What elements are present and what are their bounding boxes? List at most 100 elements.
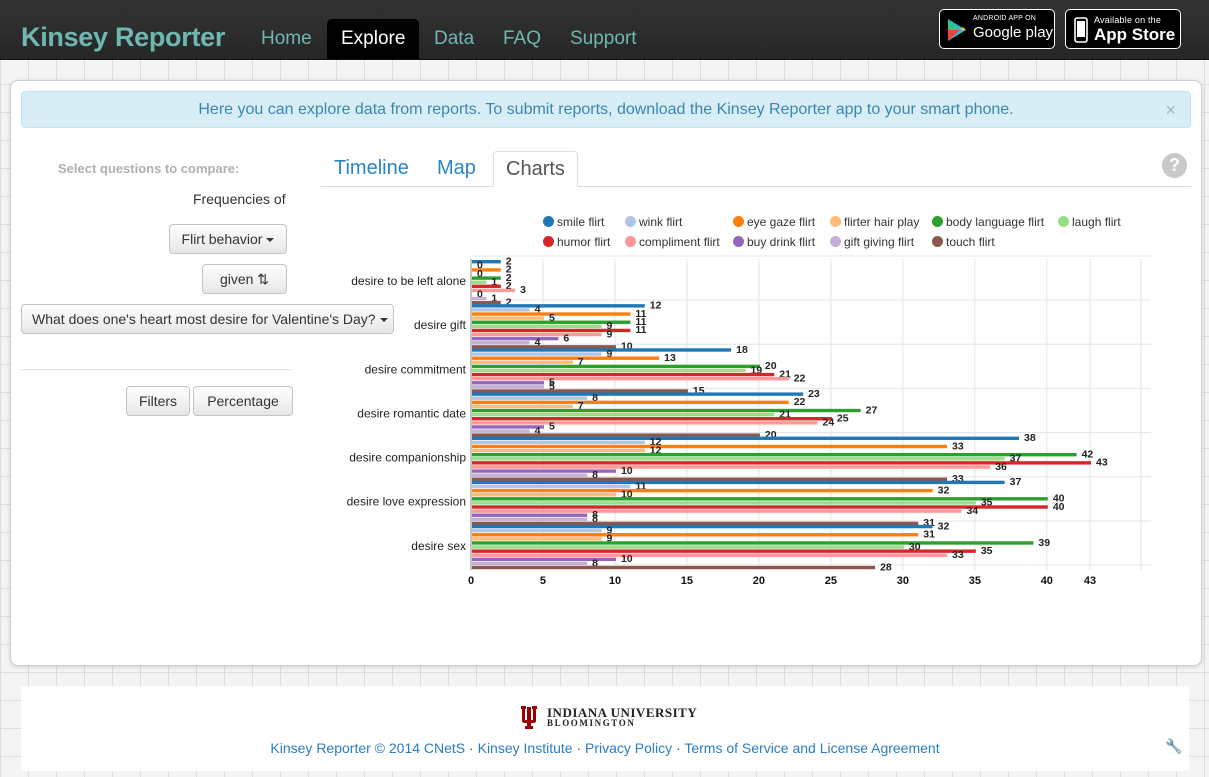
legend-item[interactable]: smile flirt bbox=[543, 215, 604, 229]
footer-institute-link[interactable]: Kinsey Institute bbox=[477, 740, 573, 756]
bar-value-label: 2 bbox=[506, 256, 512, 268]
help-icon[interactable]: ? bbox=[1162, 153, 1187, 178]
bar-value-label: 23 bbox=[808, 388, 820, 400]
bar-value-label: 2 bbox=[506, 280, 512, 292]
legend-item[interactable]: humor flirt bbox=[543, 235, 610, 249]
legend-swatch bbox=[830, 216, 841, 227]
tab-charts[interactable]: Charts bbox=[493, 151, 578, 187]
legend-item[interactable]: laugh flirt bbox=[1058, 215, 1121, 229]
category-label: desire to be left alone bbox=[351, 274, 466, 288]
footer-privacy-link[interactable]: Privacy Policy bbox=[585, 740, 673, 756]
app-store-small-text: Available on the bbox=[1094, 15, 1162, 25]
bar bbox=[472, 517, 588, 522]
legend-item[interactable]: compliment flirt bbox=[625, 235, 720, 249]
bar bbox=[472, 356, 660, 360]
bar-value-label: 21 bbox=[779, 368, 791, 380]
bar-value-label: 10 bbox=[621, 553, 633, 565]
bar-value-label: 11 bbox=[635, 324, 646, 336]
footer-links: Kinsey Reporter © 2014 CNetS · Kinsey In… bbox=[21, 740, 1189, 756]
bar-value-label: 0 bbox=[477, 288, 483, 300]
app-store-badge[interactable]: Available on the App Store bbox=[1065, 9, 1181, 49]
bar bbox=[472, 493, 616, 497]
category-label: desire commitment bbox=[365, 362, 467, 376]
category-label: desire gift bbox=[414, 318, 467, 332]
question-dropdown[interactable]: What does one's heart most desire for Va… bbox=[21, 304, 394, 334]
bar bbox=[472, 336, 559, 341]
legend-item[interactable]: eye gaze flirt bbox=[733, 215, 815, 229]
bar-value-label: 28 bbox=[880, 561, 892, 573]
bar-value-label: 27 bbox=[866, 404, 878, 416]
bar-value-label: 5 bbox=[549, 421, 555, 433]
category-dropdown[interactable]: Flirt behavior bbox=[169, 224, 287, 254]
bar bbox=[472, 557, 616, 562]
bar-value-label: 8 bbox=[592, 513, 598, 525]
nav-support[interactable]: Support bbox=[570, 28, 637, 49]
bar-value-label: 4 bbox=[535, 337, 541, 349]
bar bbox=[472, 457, 1005, 461]
bar bbox=[472, 537, 602, 541]
legend-label: compliment flirt bbox=[639, 235, 720, 249]
legend-item[interactable]: flirter hair play bbox=[830, 215, 919, 229]
bar bbox=[472, 440, 645, 445]
legend-swatch bbox=[932, 236, 943, 247]
navbar: Kinsey Reporter Home Explore Data FAQ Su… bbox=[0, 0, 1209, 60]
alert-text: Here you can explore data from reports. … bbox=[198, 101, 1014, 118]
sidebar-divider bbox=[21, 369, 291, 370]
bar bbox=[472, 381, 544, 385]
legend-label: smile flirt bbox=[557, 215, 605, 229]
bar bbox=[472, 565, 876, 570]
legend-item[interactable]: wink flirt bbox=[625, 215, 682, 229]
x-tick-label: 0 bbox=[468, 575, 474, 587]
bar-value-label: 19 bbox=[751, 364, 763, 376]
tabs-baseline bbox=[321, 186, 1191, 187]
legend-item[interactable]: body language flirt bbox=[932, 215, 1044, 229]
iu-campus: BLOOMINGTON bbox=[547, 718, 636, 728]
filters-button[interactable]: Filters bbox=[126, 386, 190, 416]
bar bbox=[472, 385, 544, 389]
bar bbox=[472, 320, 631, 324]
nav-home[interactable]: Home bbox=[261, 28, 312, 49]
tab-map[interactable]: Map bbox=[437, 157, 476, 179]
bar-value-label: 11 bbox=[635, 480, 646, 492]
legend-label: eye gaze flirt bbox=[747, 215, 816, 229]
bar-value-label: 8 bbox=[592, 509, 598, 521]
nav-explore[interactable]: Explore bbox=[327, 19, 420, 59]
brand-logo[interactable]: Kinsey Reporter bbox=[21, 22, 226, 52]
phone-icon bbox=[1074, 17, 1088, 43]
info-alert: Here you can explore data from reports. … bbox=[21, 91, 1191, 128]
bar bbox=[472, 473, 588, 477]
flirt-chart: smile flirt wink flirt eye gaze flirt flirt… bbox=[321, 201, 1201, 631]
bar bbox=[472, 528, 602, 533]
bar-value-label: 38 bbox=[1024, 432, 1036, 444]
bar-value-label: 22 bbox=[794, 372, 806, 384]
bar bbox=[472, 324, 602, 329]
legend-item[interactable]: gift giving flirt bbox=[830, 235, 914, 249]
google-play-badge[interactable]: ANDROID APP ON Google play bbox=[939, 9, 1055, 49]
percentage-button[interactable]: Percentage bbox=[193, 386, 293, 416]
bar-value-label: 32 bbox=[938, 484, 950, 496]
close-icon[interactable]: × bbox=[1165, 100, 1176, 120]
question-dropdown-label: What does one's heart most desire for Va… bbox=[32, 311, 376, 327]
bar-value-label: 8 bbox=[592, 392, 598, 404]
nav-faq[interactable]: FAQ bbox=[503, 28, 542, 49]
bar bbox=[472, 404, 573, 409]
legend-item[interactable]: buy drink flirt bbox=[733, 235, 815, 249]
legend-swatch bbox=[1058, 216, 1069, 227]
legend-swatch bbox=[543, 236, 554, 247]
bar-value-label: 1 bbox=[491, 276, 497, 288]
bar-value-label: 0 bbox=[477, 260, 483, 272]
legend-item[interactable]: touch flirt bbox=[932, 235, 995, 249]
wrench-icon[interactable]: 🔧 bbox=[1165, 738, 1183, 754]
direction-toggle[interactable]: given ⇅ bbox=[202, 264, 287, 294]
footer-terms-link[interactable]: Terms of Service and License Agreement bbox=[684, 740, 940, 756]
bar-value-label: 31 bbox=[923, 529, 935, 541]
bar bbox=[472, 501, 976, 505]
legend-swatch bbox=[733, 236, 744, 247]
bar-value-label: 35 bbox=[981, 545, 993, 557]
nav-data[interactable]: Data bbox=[434, 28, 475, 49]
google-play-small-text: ANDROID APP ON bbox=[973, 15, 1036, 22]
legend-label: flirter hair play bbox=[844, 215, 920, 229]
tab-timeline[interactable]: Timeline bbox=[334, 157, 409, 179]
google-play-icon bbox=[948, 19, 966, 41]
footer-copyright-link[interactable]: Kinsey Reporter © 2014 CNetS bbox=[270, 740, 466, 756]
